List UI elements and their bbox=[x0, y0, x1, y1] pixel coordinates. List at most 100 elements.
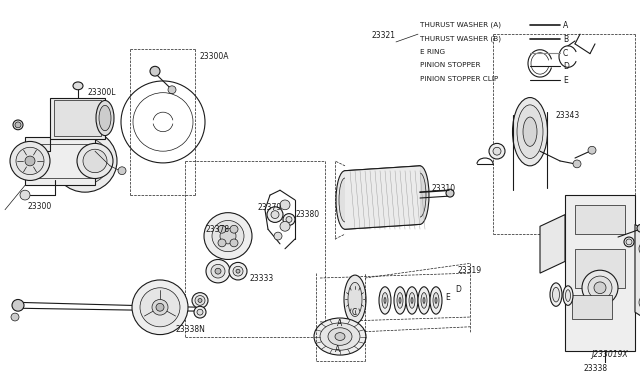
Ellipse shape bbox=[99, 105, 111, 131]
Text: C: C bbox=[352, 308, 357, 317]
Polygon shape bbox=[540, 215, 565, 273]
Text: B: B bbox=[563, 35, 568, 44]
Ellipse shape bbox=[314, 318, 366, 355]
Text: D: D bbox=[563, 62, 569, 71]
Ellipse shape bbox=[550, 283, 562, 306]
Ellipse shape bbox=[626, 239, 632, 245]
Circle shape bbox=[573, 160, 581, 168]
Circle shape bbox=[11, 313, 19, 321]
Ellipse shape bbox=[411, 166, 429, 224]
Circle shape bbox=[212, 221, 244, 252]
Circle shape bbox=[61, 138, 109, 185]
Circle shape bbox=[594, 282, 606, 294]
Ellipse shape bbox=[411, 298, 413, 304]
Circle shape bbox=[83, 149, 107, 173]
Circle shape bbox=[274, 232, 282, 240]
Polygon shape bbox=[635, 224, 640, 322]
Ellipse shape bbox=[433, 293, 439, 308]
Ellipse shape bbox=[414, 173, 426, 217]
Ellipse shape bbox=[566, 290, 570, 301]
Ellipse shape bbox=[382, 293, 388, 308]
Circle shape bbox=[20, 190, 30, 200]
Text: D: D bbox=[455, 285, 461, 294]
Circle shape bbox=[267, 207, 283, 222]
Text: 23300: 23300 bbox=[28, 202, 52, 211]
Bar bbox=[54, 100, 101, 135]
Circle shape bbox=[198, 298, 202, 302]
Ellipse shape bbox=[397, 293, 403, 308]
Circle shape bbox=[489, 143, 505, 159]
Circle shape bbox=[80, 156, 90, 166]
Circle shape bbox=[12, 299, 24, 311]
Circle shape bbox=[140, 288, 180, 327]
Ellipse shape bbox=[523, 117, 537, 146]
Ellipse shape bbox=[320, 323, 360, 350]
Text: E: E bbox=[445, 293, 450, 302]
Circle shape bbox=[192, 293, 208, 308]
Circle shape bbox=[493, 147, 501, 155]
Bar bbox=[575, 249, 625, 288]
Text: A: A bbox=[337, 319, 342, 328]
Circle shape bbox=[156, 304, 164, 311]
Circle shape bbox=[230, 225, 238, 233]
Ellipse shape bbox=[379, 287, 391, 314]
Ellipse shape bbox=[348, 282, 362, 317]
Circle shape bbox=[195, 296, 205, 305]
Text: E RING: E RING bbox=[420, 49, 445, 55]
Circle shape bbox=[25, 156, 35, 166]
Text: 23343: 23343 bbox=[555, 110, 579, 120]
Ellipse shape bbox=[96, 100, 114, 135]
Circle shape bbox=[53, 130, 117, 192]
Circle shape bbox=[118, 167, 126, 174]
Text: A: A bbox=[563, 22, 568, 31]
Ellipse shape bbox=[409, 293, 415, 308]
Text: PINION STOPPER CLIP: PINION STOPPER CLIP bbox=[420, 76, 499, 82]
Bar bbox=[25, 137, 95, 185]
Ellipse shape bbox=[394, 287, 406, 314]
Ellipse shape bbox=[552, 287, 559, 302]
Ellipse shape bbox=[421, 293, 427, 308]
Ellipse shape bbox=[336, 171, 354, 229]
Text: 23310: 23310 bbox=[432, 184, 456, 193]
Text: THURUST WASHER (B): THURUST WASHER (B) bbox=[420, 35, 501, 42]
Ellipse shape bbox=[517, 105, 543, 158]
Bar bbox=[50, 97, 105, 138]
Text: 23300L: 23300L bbox=[88, 88, 116, 97]
Circle shape bbox=[132, 280, 188, 334]
Ellipse shape bbox=[328, 328, 352, 345]
Circle shape bbox=[588, 146, 596, 154]
Text: 23338: 23338 bbox=[583, 364, 607, 372]
Circle shape bbox=[229, 262, 247, 280]
Text: J233019X: J233019X bbox=[591, 350, 628, 359]
Ellipse shape bbox=[335, 333, 345, 340]
Ellipse shape bbox=[513, 97, 547, 166]
Text: E: E bbox=[563, 76, 568, 85]
Circle shape bbox=[639, 295, 640, 310]
Text: PINION STOPPER: PINION STOPPER bbox=[420, 62, 481, 68]
Circle shape bbox=[286, 217, 292, 222]
Ellipse shape bbox=[418, 287, 430, 314]
Circle shape bbox=[75, 151, 95, 171]
Polygon shape bbox=[25, 141, 85, 180]
Circle shape bbox=[16, 147, 44, 174]
Circle shape bbox=[204, 213, 252, 260]
Text: THURUST WASHER (A): THURUST WASHER (A) bbox=[420, 22, 501, 28]
Text: 23338N: 23338N bbox=[175, 325, 205, 334]
Text: 23321: 23321 bbox=[372, 31, 396, 39]
Circle shape bbox=[77, 143, 113, 179]
Circle shape bbox=[230, 239, 238, 247]
Ellipse shape bbox=[423, 298, 425, 304]
Circle shape bbox=[168, 86, 176, 94]
Ellipse shape bbox=[399, 298, 401, 304]
Text: 23333: 23333 bbox=[250, 273, 275, 282]
Polygon shape bbox=[565, 195, 635, 351]
Circle shape bbox=[582, 270, 618, 305]
Circle shape bbox=[588, 276, 612, 299]
Circle shape bbox=[215, 268, 221, 274]
Circle shape bbox=[637, 224, 640, 232]
Text: 23380: 23380 bbox=[295, 210, 319, 219]
Ellipse shape bbox=[430, 287, 442, 314]
Circle shape bbox=[233, 266, 243, 276]
Ellipse shape bbox=[563, 286, 573, 305]
Text: C: C bbox=[563, 49, 568, 58]
